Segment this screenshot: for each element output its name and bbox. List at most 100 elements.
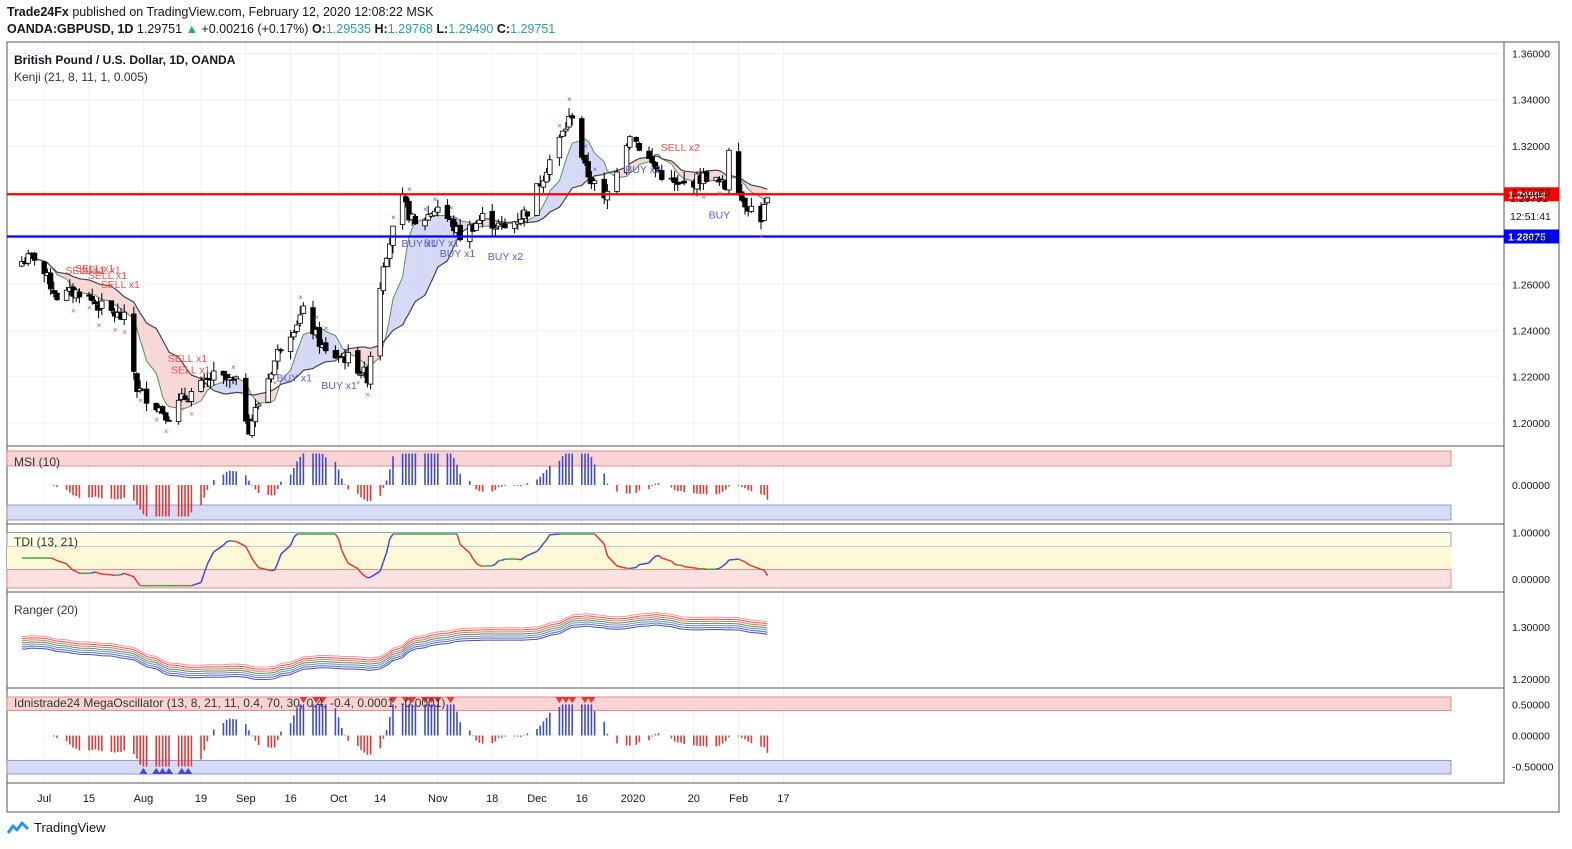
candle-body — [233, 376, 239, 380]
kenji-fill-segment — [162, 340, 166, 403]
last-price-label: 1.29751 — [1510, 193, 1548, 205]
candle-body — [297, 314, 303, 324]
close-value: 1.29751 — [510, 22, 556, 36]
kenji-fill-segment — [79, 278, 89, 294]
mega-lower-zone — [6, 759, 1452, 775]
mega-bars — [52, 696, 769, 775]
sell-marker: × — [164, 427, 169, 436]
kenji-fill-segment — [204, 381, 208, 396]
kenji-fill-segment — [95, 282, 99, 298]
candle-body — [323, 342, 329, 352]
candle-body — [764, 197, 771, 204]
candle-body — [614, 171, 620, 192]
tdi-segment — [479, 564, 483, 567]
pane-border — [6, 591, 1505, 689]
buy-signal-label: BUY — [709, 210, 731, 222]
candle-body — [412, 215, 419, 225]
tdi-segment — [341, 549, 346, 558]
candle-body — [358, 373, 364, 376]
tdi-segment — [661, 557, 672, 562]
candle-body — [134, 373, 140, 392]
candle-body — [345, 351, 351, 364]
tdi-segment — [337, 539, 343, 551]
candle-body — [387, 243, 393, 259]
tdi-segment — [136, 581, 141, 587]
tdi-segment — [456, 533, 461, 545]
tdi-segment — [648, 558, 653, 564]
candle-body — [121, 311, 127, 320]
sell-signal-label: SELL x1 — [75, 263, 114, 275]
tdi-segment — [693, 567, 698, 570]
candle-body — [47, 272, 54, 290]
publisher-line: Trade24Fx published on TradingView.com, … — [7, 5, 433, 19]
x-tick-label: Jul — [37, 793, 51, 805]
kenji-fill-segment — [428, 212, 432, 289]
sell-marker: × — [717, 189, 722, 198]
buy-marker: × — [593, 165, 598, 174]
published-text: published on TradingView.com, February 1… — [72, 5, 434, 19]
candle-body — [153, 402, 159, 411]
candle-body — [166, 419, 172, 422]
kenji-fill-segment — [255, 393, 259, 403]
kenji-fill-segment — [719, 170, 723, 181]
kenji-fill-segment — [114, 288, 118, 307]
tdi-segment — [248, 552, 253, 560]
candle-body — [761, 204, 767, 221]
up-arrow-icon: ▲ — [185, 22, 198, 36]
kenji-fill-segment — [76, 277, 80, 293]
low-value: 1.29490 — [448, 22, 494, 36]
kenji-fill-segment — [389, 298, 393, 335]
candle-body — [406, 200, 412, 221]
ranger-y-tick: 1.30000 — [1512, 622, 1550, 634]
tdi-segment — [536, 547, 541, 552]
high-value: 1.29768 — [387, 22, 433, 36]
ranger-line — [21, 616, 768, 672]
tdi-segment — [53, 558, 58, 562]
price-change: +0.00216 (+0.17%) — [201, 22, 309, 36]
y-tick-label: 1.28000 — [1512, 233, 1550, 245]
symbol-label[interactable]: OANDA:GBPUSD, 1D — [7, 22, 134, 36]
kenji-slow-line — [21, 155, 768, 396]
tdi-segment — [273, 562, 279, 571]
candle-body — [479, 213, 486, 221]
tdi-segment — [200, 572, 205, 583]
kenji-fill-segment — [169, 352, 179, 409]
tdi-segment — [722, 563, 727, 567]
tdi-y-tick: 0.00000 — [1512, 574, 1550, 586]
candle-body — [275, 348, 281, 362]
tradingview-logo-icon[interactable] — [7, 821, 29, 835]
tdi-segment — [501, 558, 506, 562]
sell-marker: × — [122, 328, 127, 337]
tdi-segment — [606, 555, 618, 567]
candle-body — [518, 218, 524, 224]
candle-body — [291, 332, 297, 338]
x-tick-label: 18 — [486, 793, 498, 805]
tdi-segment — [651, 555, 656, 560]
tdi-segment — [469, 552, 474, 560]
candle-body — [188, 391, 195, 402]
tdi-segment — [213, 544, 224, 553]
tdi-segment — [639, 562, 650, 566]
tdi-segment — [670, 560, 676, 565]
kenji-fill-segment — [405, 237, 409, 319]
kenji-fill-segment — [431, 212, 435, 282]
candle-body — [681, 180, 687, 184]
candle-body — [444, 204, 451, 219]
buy-marker: × — [567, 95, 572, 104]
kenji-fill-segment — [290, 360, 294, 382]
candle-body — [451, 218, 457, 232]
buy-signal-label: BUY x2 — [625, 164, 661, 176]
kenji-fill-segment — [140, 313, 144, 351]
tdi-segment — [728, 558, 739, 561]
footer-brand[interactable]: TradingView — [34, 820, 106, 835]
tdi-segment — [235, 540, 247, 548]
kenji-fill-segment — [137, 307, 141, 341]
candle-body — [383, 257, 390, 267]
candle-body — [63, 289, 70, 301]
tdi-segment — [738, 558, 743, 562]
publisher-name[interactable]: Trade24Fx — [7, 5, 69, 19]
msi-title: MSI (10) — [14, 455, 60, 469]
kenji-fill-segment — [117, 290, 121, 310]
candle-body — [649, 156, 655, 164]
